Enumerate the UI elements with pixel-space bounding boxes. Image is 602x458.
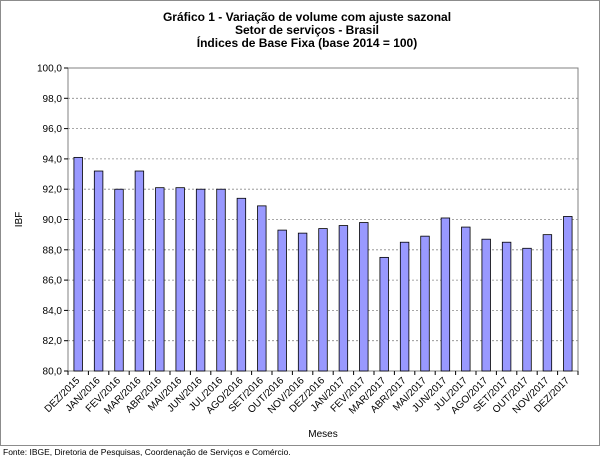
y-tick-label: 86,0 bbox=[43, 276, 63, 287]
y-tick-label: 100,0 bbox=[37, 64, 62, 75]
bar bbox=[542, 234, 553, 372]
bar bbox=[93, 170, 104, 372]
chart: Gráfico 1 - Variação de volume com ajust… bbox=[14, 10, 579, 440]
y-tick-label: 92,0 bbox=[43, 185, 63, 196]
bar bbox=[195, 188, 206, 372]
bar bbox=[359, 222, 369, 372]
bar bbox=[399, 241, 410, 372]
y-tick-label: 94,0 bbox=[43, 154, 63, 165]
y-tick-label: 90,0 bbox=[43, 215, 63, 226]
y-tick-label: 84,0 bbox=[43, 306, 63, 317]
y-tick-label: 88,0 bbox=[43, 245, 63, 256]
bar bbox=[297, 232, 308, 372]
chart-title-line-3: Índices de Base Fixa (base 2014 = 100) bbox=[197, 35, 417, 50]
y-tick-label: 98,0 bbox=[43, 94, 63, 105]
bar bbox=[257, 205, 267, 372]
y-tick-label: 82,0 bbox=[43, 336, 63, 347]
y-axis-title: IBF bbox=[14, 212, 25, 228]
chart-title: Gráfico 1 - Variação de volume com ajust… bbox=[163, 10, 451, 50]
y-tick-label: 96,0 bbox=[43, 124, 63, 135]
source-note: Fonte: IBGE, Diretoria de Pesquisas, Coo… bbox=[3, 447, 291, 457]
bar bbox=[461, 226, 471, 372]
chart-frame bbox=[0, 0, 600, 446]
bar bbox=[379, 256, 389, 372]
bar bbox=[277, 229, 287, 372]
bar-series bbox=[73, 156, 573, 372]
bar bbox=[522, 247, 532, 372]
gridlines bbox=[68, 97, 578, 342]
bar bbox=[175, 187, 185, 372]
bar bbox=[155, 187, 165, 372]
y-axis-ticks: 80,0 82,0 84,0 86,0 88,0 90,0 92,0 94,0 96,0 98,0… bbox=[37, 64, 68, 378]
chart-title-line-2: Setor de serviços - Brasil bbox=[235, 23, 379, 37]
bar bbox=[501, 241, 512, 372]
bar bbox=[338, 225, 349, 372]
chart-title-line-1: Gráfico 1 - Variação de volume com ajust… bbox=[163, 10, 451, 24]
bar bbox=[134, 170, 145, 372]
bar bbox=[420, 235, 430, 372]
bar bbox=[318, 228, 328, 372]
bar bbox=[73, 156, 83, 372]
x-axis-ticks: DEZ/2015JAN/2016FEV/2016MAR/2016ABR/2016… bbox=[43, 371, 579, 417]
bar bbox=[440, 217, 451, 372]
bar bbox=[216, 188, 226, 372]
y-tick-label: 80,0 bbox=[43, 367, 63, 378]
bar bbox=[236, 197, 247, 372]
x-axis-title: Meses bbox=[308, 429, 337, 440]
bar bbox=[114, 188, 124, 372]
bar bbox=[481, 238, 491, 372]
bar bbox=[563, 216, 573, 372]
